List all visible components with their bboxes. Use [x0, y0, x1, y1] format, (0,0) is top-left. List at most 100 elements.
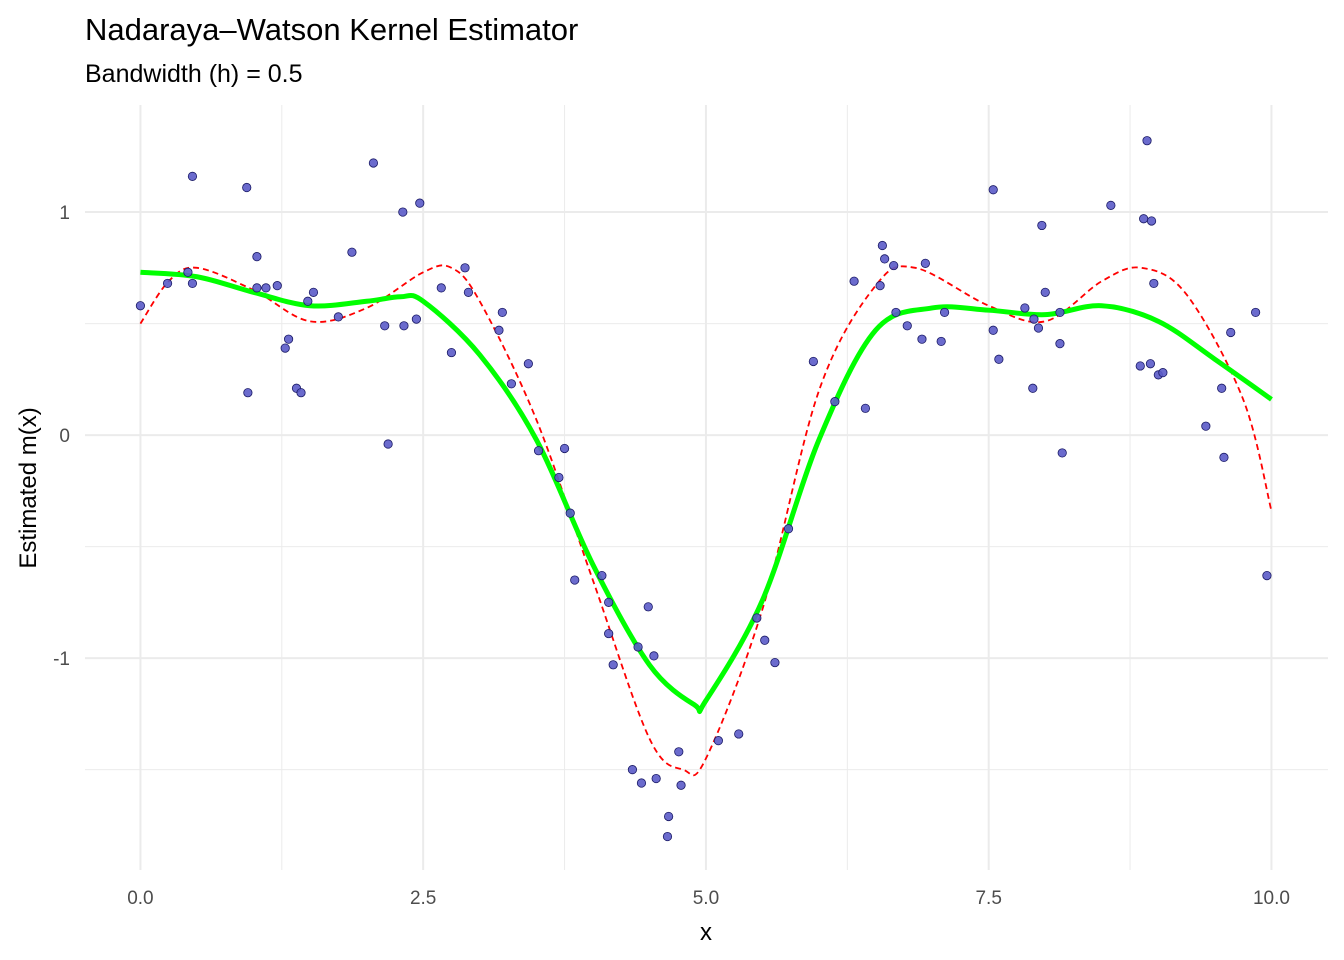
- data-point: [565, 508, 575, 518]
- data-point: [1217, 383, 1227, 393]
- data-point: [183, 267, 193, 277]
- data-point: [261, 283, 271, 293]
- data-point: [283, 334, 294, 344]
- data-point: [830, 397, 840, 407]
- data-point: [1106, 200, 1116, 210]
- x-tick-label: 5.0: [693, 888, 719, 909]
- data-point: [1158, 368, 1168, 378]
- data-point: [347, 247, 357, 257]
- data-point: [463, 287, 474, 297]
- data-point: [554, 472, 564, 483]
- x-tick-label: 10.0: [1253, 888, 1290, 909]
- data-point: [533, 446, 544, 456]
- data-point: [891, 307, 901, 318]
- data-point: [1055, 339, 1065, 349]
- data-point: [875, 281, 885, 291]
- data-point: [1139, 214, 1149, 224]
- data-point: [272, 281, 282, 291]
- data-point: [243, 388, 253, 398]
- y-tick-label: 0: [59, 426, 70, 447]
- data-point: [252, 252, 262, 262]
- data-point: [1033, 323, 1044, 333]
- data-point: [523, 359, 533, 369]
- true-function-dashed-line: [139, 264, 1273, 777]
- x-tick-label: 0.0: [127, 888, 153, 909]
- data-point: [627, 765, 638, 775]
- data-point: [920, 258, 930, 268]
- data-point: [651, 773, 661, 784]
- chart-title: Nadaraya–Watson Kernel Estimator: [85, 12, 579, 47]
- data-point: [296, 388, 306, 398]
- data-point: [664, 811, 674, 822]
- data-point: [303, 296, 313, 306]
- data-point: [902, 321, 912, 331]
- data-point: [633, 642, 643, 652]
- data-point: [597, 570, 607, 581]
- data-point: [497, 307, 507, 318]
- data-point: [1028, 383, 1038, 393]
- x-axis-label: x: [700, 919, 712, 946]
- data-point: [752, 613, 762, 623]
- data-point: [1262, 570, 1272, 581]
- data-point: [1057, 448, 1067, 458]
- data-point: [608, 660, 618, 670]
- data-point: [460, 263, 470, 273]
- data-point: [880, 254, 890, 264]
- data-point: [994, 354, 1004, 364]
- data-point: [333, 312, 343, 322]
- data-point: [877, 240, 887, 251]
- points: [135, 136, 1272, 842]
- data-point: [988, 325, 998, 335]
- data-point: [187, 171, 198, 181]
- data-point: [1135, 361, 1145, 371]
- data-point: [662, 831, 673, 842]
- data-point: [713, 736, 723, 746]
- data-point: [1020, 303, 1030, 313]
- data-point: [415, 198, 425, 208]
- data-point: [280, 343, 290, 353]
- data-point: [1251, 307, 1261, 318]
- data-point: [135, 301, 146, 311]
- y-tick-label: 1: [59, 203, 70, 224]
- data-point: [383, 439, 393, 449]
- kernel-estimate-line: [140, 269, 1273, 715]
- data-point: [939, 307, 950, 318]
- data-point: [380, 321, 390, 331]
- data-point: [1219, 452, 1229, 462]
- data-point: [917, 334, 927, 344]
- data-point: [760, 635, 770, 645]
- data-point: [676, 780, 686, 790]
- data-point: [808, 356, 818, 367]
- lines: [139, 264, 1273, 777]
- data-point: [604, 597, 614, 607]
- data-point: [936, 336, 946, 347]
- data-point: [436, 283, 446, 293]
- data-point: [604, 628, 614, 639]
- data-point: [308, 287, 319, 297]
- data-point: [636, 778, 647, 788]
- data-point: [1146, 216, 1157, 226]
- data-point: [1040, 287, 1050, 297]
- grid: [85, 105, 1328, 870]
- data-point: [860, 403, 871, 413]
- data-point: [1142, 136, 1152, 146]
- data-point: [988, 185, 998, 195]
- x-tick-label: 2.5: [410, 888, 436, 909]
- data-point: [399, 321, 409, 331]
- data-point: [1149, 278, 1159, 289]
- x-tick-label: 7.5: [975, 888, 1001, 909]
- data-point: [1145, 359, 1156, 369]
- chart-subtitle: Bandwidth (h) = 0.5: [85, 60, 303, 88]
- data-point: [1226, 327, 1236, 338]
- y-tick-label: -1: [53, 649, 70, 670]
- data-point: [411, 314, 421, 324]
- data-point: [783, 524, 794, 534]
- data-point: [494, 325, 504, 335]
- data-point: [252, 283, 262, 293]
- data-point: [570, 575, 580, 585]
- data-point: [674, 747, 684, 757]
- data-point: [1055, 307, 1065, 318]
- data-point: [368, 158, 379, 168]
